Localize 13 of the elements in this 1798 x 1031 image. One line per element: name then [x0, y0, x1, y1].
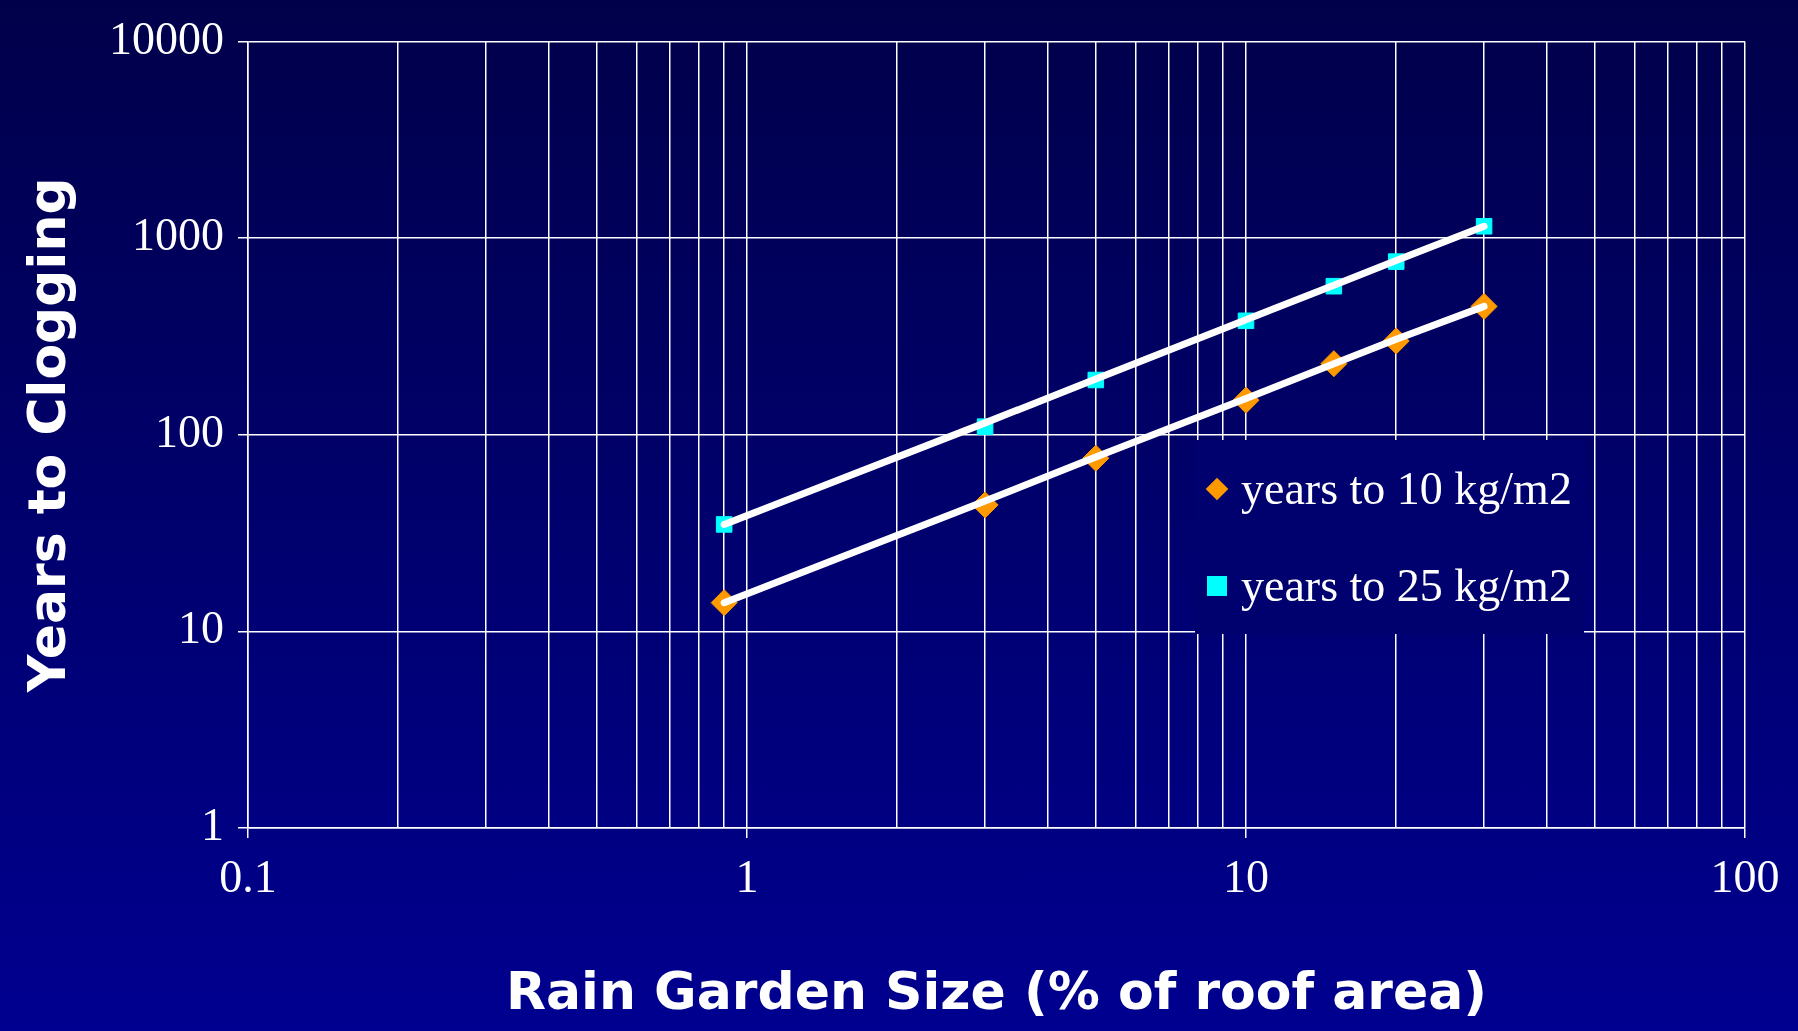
y-tick-label: 10: [178, 602, 224, 654]
x-tick-label: 1: [735, 850, 759, 902]
legend-label: years to 10 kg/m2: [1241, 462, 1572, 515]
legend-label: years to 25 kg/m2: [1241, 559, 1572, 612]
y-tick-label: 10000: [109, 12, 224, 64]
y-tick-label: 100: [155, 405, 224, 457]
x-tick-label: 100: [1710, 850, 1780, 902]
y-tick-label: 1000: [132, 209, 224, 261]
y-axis-title: Years to Clogging: [16, 177, 77, 694]
x-tick-label: 10: [1223, 850, 1269, 902]
x-tick-label: 0.1: [219, 850, 277, 902]
y-tick-label: 1: [201, 799, 224, 851]
x-axis-title: Rain Garden Size (% of roof area): [505, 961, 1488, 1022]
